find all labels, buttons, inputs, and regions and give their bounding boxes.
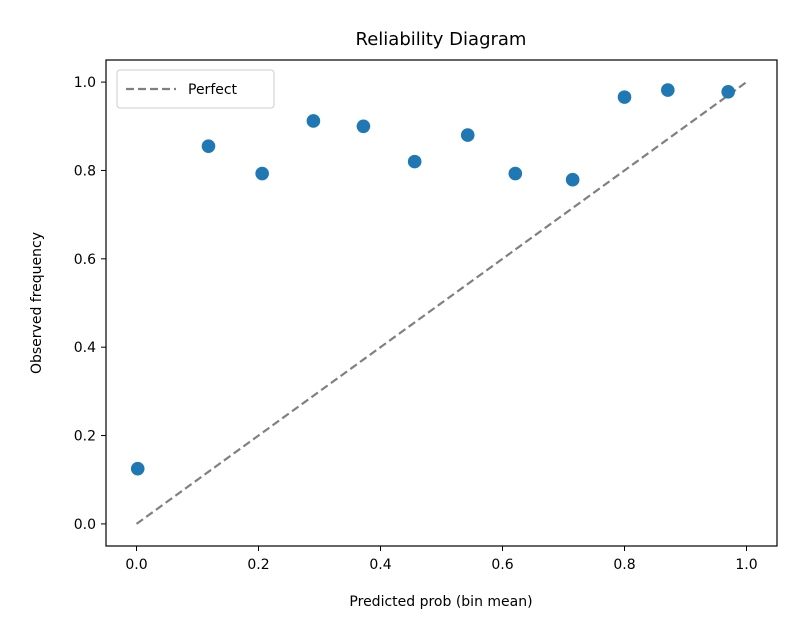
x-tick-label-4: 0.8 (613, 557, 635, 573)
x-tick-label-0: 0.0 (125, 557, 147, 573)
data-point-6 (460, 128, 475, 142)
data-point-0 (130, 461, 145, 476)
y-tick-label-1: 0.2 (74, 429, 96, 445)
data-point-2 (255, 166, 269, 181)
x-axis-label: Predicted prob (bin mean) (349, 594, 532, 610)
legend-perfect-label: Perfect (188, 82, 238, 98)
y-axis-label: Observed frequency (29, 232, 45, 374)
data-point-8 (565, 172, 580, 187)
x-tick-label-5: 1.0 (735, 557, 757, 573)
data-point-4 (356, 119, 371, 134)
axes-frame (105, 59, 778, 547)
x-tick-label-1: 0.2 (247, 557, 269, 573)
perfect-line (135, 81, 748, 525)
plot-area (130, 81, 748, 525)
x-axis: 0.0 0.2 0.4 0.6 0.8 1.0 (125, 546, 758, 573)
data-point-10 (661, 83, 675, 97)
data-point-5 (407, 154, 422, 169)
y-axis: 0.0 0.2 0.4 0.6 0.8 1.0 (74, 75, 106, 533)
data-point-9 (617, 90, 632, 104)
data-point-11 (721, 85, 735, 99)
legend: Perfect (116, 69, 275, 109)
data-point-1 (201, 139, 216, 153)
x-tick-label-2: 0.4 (369, 557, 391, 573)
y-tick-label-0: 0.0 (74, 517, 96, 533)
legend-box (116, 69, 275, 109)
y-tick-label-4: 0.8 (74, 163, 96, 179)
y-tick-label-3: 0.6 (74, 252, 96, 268)
chart-title: Reliability Diagram (356, 29, 527, 50)
x-tick-label-3: 0.6 (491, 557, 513, 573)
data-point-7 (508, 166, 523, 181)
data-point-3 (306, 114, 321, 128)
y-tick-label-2: 0.4 (74, 340, 96, 356)
y-tick-label-5: 1.0 (74, 75, 96, 91)
